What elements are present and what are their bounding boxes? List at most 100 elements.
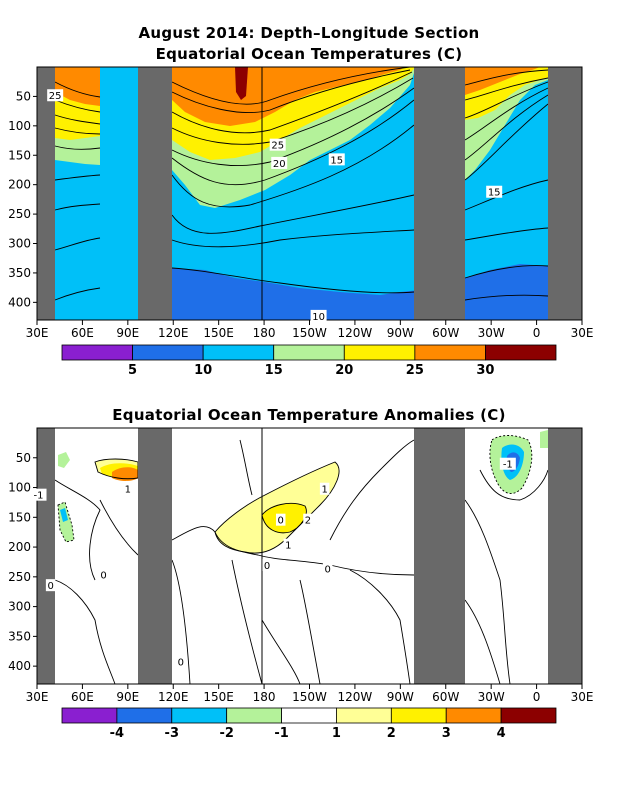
contour-label: 0 bbox=[100, 570, 106, 581]
chart1-subtitle: Equatorial Ocean Temperatures (C) bbox=[156, 45, 463, 63]
chart1-land-mask bbox=[138, 67, 172, 320]
colorbar-swatch bbox=[116, 707, 173, 724]
y-tick-label: 250 bbox=[8, 207, 31, 221]
y-tick-label: 300 bbox=[8, 237, 31, 251]
chart1-land-mask bbox=[548, 67, 582, 320]
x-tick-label: 90E bbox=[116, 690, 139, 704]
x-tick-label: 60E bbox=[71, 326, 94, 340]
chart1-band-5-10 bbox=[172, 264, 548, 320]
contour-label: 0 bbox=[324, 565, 330, 576]
colorbar-label: 5 bbox=[128, 363, 137, 378]
contour-label-bg bbox=[319, 482, 330, 495]
contour-label-bg bbox=[310, 309, 327, 322]
colorbar-label: 15 bbox=[265, 363, 283, 378]
colorbar-label: 30 bbox=[476, 363, 494, 378]
chart1-land-mask bbox=[414, 67, 465, 320]
colorbar-swatch bbox=[445, 707, 502, 724]
y-tick-label: 300 bbox=[8, 600, 31, 614]
contour-label-bg bbox=[271, 156, 288, 169]
colorbar-label: -1 bbox=[274, 726, 288, 741]
colorbar-label: -4 bbox=[110, 726, 124, 741]
contour-label: 25 bbox=[271, 141, 284, 152]
chart1-band-25-30 bbox=[55, 67, 540, 126]
x-tick-label: 90E bbox=[116, 326, 139, 340]
chart2-land-mask bbox=[548, 428, 582, 684]
x-tick-label: 150E bbox=[203, 690, 234, 704]
chart2-land-mask bbox=[37, 428, 55, 684]
colorbar-swatch bbox=[226, 707, 282, 724]
colorbar-label: -3 bbox=[165, 726, 179, 741]
colorbar-label: 1 bbox=[332, 726, 341, 741]
y-tick-label: 100 bbox=[8, 119, 31, 133]
contour-label: 1 bbox=[285, 541, 291, 552]
chart2-contours bbox=[54, 439, 549, 684]
x-tick-label: 150E bbox=[203, 326, 234, 340]
colorbar-swatch bbox=[273, 344, 345, 361]
colorbar-swatch bbox=[485, 344, 557, 361]
x-tick-label: 0 bbox=[533, 326, 541, 340]
colorbar-swatch bbox=[132, 344, 204, 361]
colorbar-swatch bbox=[390, 707, 447, 724]
x-tick-label: 60E bbox=[71, 690, 94, 704]
x-tick-label: 150W bbox=[292, 326, 327, 340]
chart1-y-axis: 50 100 150 200 250 300 350 400 bbox=[8, 89, 37, 309]
colorbar-label: 2 bbox=[387, 726, 396, 741]
x-tick-label: 30W bbox=[478, 326, 505, 340]
x-tick-label: 60W bbox=[432, 690, 459, 704]
colorbar-swatch bbox=[414, 344, 486, 361]
chart2-land-mask bbox=[138, 428, 172, 684]
x-tick-label: 30E bbox=[571, 326, 594, 340]
x-tick-label: 120W bbox=[338, 690, 373, 704]
contour-label-bg bbox=[45, 579, 56, 592]
colorbar-label: 4 bbox=[497, 726, 506, 741]
colorbar-swatch bbox=[336, 707, 392, 724]
chart2-x-axis: 30E 60E 90E 120E 150E 180 150W 120W 90W 60W 30W 0 30… bbox=[26, 684, 593, 704]
contour-label: -1 bbox=[34, 491, 44, 502]
contour-label: 0 bbox=[178, 657, 184, 668]
contour-label: 15 bbox=[330, 155, 343, 166]
contour-label-bg bbox=[486, 185, 503, 198]
chart1-land-mask bbox=[37, 67, 55, 320]
y-tick-label: 50 bbox=[16, 89, 31, 103]
y-tick-label: 400 bbox=[8, 659, 31, 673]
chart2-contour-labels: 1 -1 0 0 1 2 0 1 0 0 -1 0 bbox=[30, 457, 516, 668]
contour-label-bg bbox=[98, 568, 109, 581]
contour-label-bg bbox=[262, 558, 272, 571]
contour-label-bg bbox=[499, 457, 516, 470]
x-tick-label: 60W bbox=[432, 326, 459, 340]
x-tick-label: 90W bbox=[387, 326, 414, 340]
contour-label: 0 bbox=[278, 516, 284, 527]
contour-label: 25 bbox=[49, 91, 62, 102]
chart2-anom-pos3 bbox=[112, 467, 138, 481]
chart2-land-mask bbox=[414, 428, 465, 684]
y-tick-label: 150 bbox=[8, 510, 31, 524]
contour-label-bg bbox=[47, 89, 64, 102]
chart2-colorbar: -4 -3 -2 -1 1 2 3 4 bbox=[61, 707, 557, 741]
contour-label: 2 bbox=[305, 516, 311, 527]
colorbar-swatch bbox=[500, 707, 557, 724]
colorbar-label: 25 bbox=[406, 363, 424, 378]
chart2-title: Equatorial Ocean Temperature Anomalies (… bbox=[112, 406, 506, 424]
chart1-band-30 bbox=[235, 67, 248, 100]
colorbar-swatch bbox=[61, 707, 118, 724]
chart2-y-axis: 50 100 150 200 250 300 350 400 bbox=[8, 451, 37, 673]
chart1-title: August 2014: Depth–Longitude Section bbox=[138, 24, 479, 42]
colorbar-swatch bbox=[281, 707, 337, 724]
contour-label: 0 bbox=[47, 581, 53, 592]
contour-label: 10 bbox=[312, 312, 325, 323]
x-tick-label: 150W bbox=[292, 690, 327, 704]
contour-label: 1 bbox=[125, 485, 131, 496]
chart1-x-axis: 30E 60E 90E 120E 150E 180 150W 120W 90W 60W 30W 0 30… bbox=[26, 320, 594, 340]
x-tick-label: 30E bbox=[26, 326, 49, 340]
contour-label-bg bbox=[176, 655, 186, 668]
colorbar-swatch bbox=[171, 707, 228, 724]
x-tick-label: 120E bbox=[158, 690, 189, 704]
colorbar-swatch bbox=[343, 344, 416, 361]
chart1-contours bbox=[54, 67, 549, 301]
colorbar-swatch bbox=[202, 344, 275, 361]
chart2-neg-contours bbox=[57, 435, 533, 543]
x-tick-label: 120E bbox=[158, 326, 189, 340]
colorbar-label: -2 bbox=[219, 726, 233, 741]
x-tick-label: 180 bbox=[253, 326, 276, 340]
chart1-field bbox=[37, 67, 582, 320]
